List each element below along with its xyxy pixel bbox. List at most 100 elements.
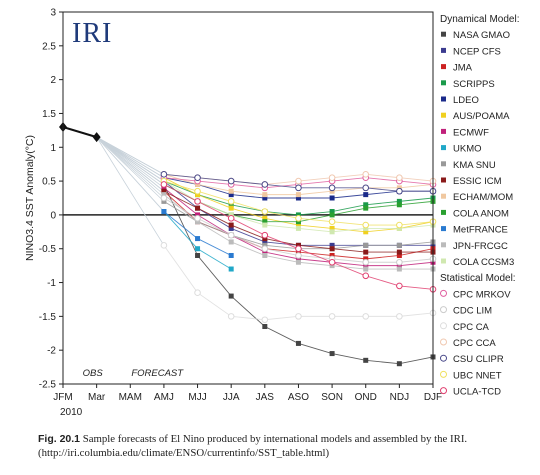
- data-point: [161, 188, 167, 194]
- caption-label: Fig. 20.1: [38, 433, 81, 445]
- data-point: [329, 252, 335, 258]
- legend-swatch: [441, 80, 446, 86]
- plume-line: [96, 136, 165, 182]
- plume-line: [96, 136, 165, 185]
- data-point: [363, 202, 369, 208]
- data-point: [328, 218, 336, 225]
- data-point: [227, 214, 235, 222]
- data-point: [363, 192, 369, 198]
- legend-entry: UCLA-TCD: [453, 387, 501, 398]
- figure-caption: Fig. 20.1 Sample forecasts of El Nino pr…: [38, 432, 538, 460]
- data-point: [161, 209, 167, 215]
- data-point: [329, 212, 335, 218]
- data-point: [262, 239, 268, 245]
- data-point: [194, 214, 201, 222]
- legend-entry: COLA ANOM: [453, 208, 509, 219]
- y-tick-label: 2.5: [42, 41, 56, 52]
- x-tick-label: SON: [321, 392, 343, 403]
- legend-entry: JPN-FRCGC: [453, 241, 508, 252]
- data-point: [195, 219, 201, 225]
- legend-entry: NCEP CFS: [453, 46, 501, 57]
- data-point: [228, 252, 234, 258]
- legend-swatch: [441, 209, 446, 215]
- data-point: [228, 192, 234, 198]
- data-point: [227, 177, 235, 185]
- data-point: [194, 174, 201, 182]
- series-metfrance: [161, 209, 234, 258]
- y-tick-label: -1.5: [39, 312, 57, 323]
- legend-entry: MetFRANCE: [453, 225, 508, 236]
- series-ubc-nnet: [160, 177, 437, 229]
- data-point: [328, 313, 336, 320]
- data-point: [396, 252, 402, 258]
- data-point: [228, 202, 234, 208]
- data-point: [396, 361, 402, 367]
- x-tick-label: NDJ: [390, 392, 409, 403]
- data-point: [262, 236, 268, 242]
- data-point: [227, 198, 235, 205]
- data-point: [262, 242, 268, 248]
- data-point: [261, 231, 269, 239]
- obs-label: OBS: [83, 368, 104, 379]
- data-point: [195, 192, 201, 198]
- y-tick-label: -2.5: [39, 380, 57, 391]
- y-axis-label: NINO3.4 SST Anomaly(°C): [24, 135, 36, 261]
- y-tick-label: -1: [47, 278, 56, 289]
- plume-line: [96, 136, 165, 195]
- data-point: [295, 242, 301, 248]
- legend-dynamical-title: Dynamical Model:: [440, 14, 519, 25]
- x-tick-label: JJA: [223, 392, 240, 403]
- year-label: 2010: [60, 407, 83, 418]
- x-tick-label: OND: [355, 392, 377, 403]
- legend-swatch: [441, 64, 446, 70]
- data-point: [329, 229, 335, 235]
- data-point: [328, 184, 336, 192]
- series-ucla-tcd: [160, 181, 437, 293]
- legend-swatch: [440, 370, 447, 378]
- iri-logo: IRI: [72, 18, 112, 49]
- data-point: [295, 259, 301, 265]
- data-point: [160, 171, 168, 178]
- data-point: [160, 181, 168, 188]
- data-point: [262, 215, 268, 221]
- legend-swatch: [441, 128, 446, 134]
- data-point: [194, 187, 201, 195]
- data-point: [295, 195, 301, 201]
- data-point: [396, 225, 402, 231]
- data-point: [363, 256, 369, 262]
- legend-entry: KMA SNU: [453, 160, 496, 171]
- data-point: [195, 181, 201, 187]
- data-point: [295, 212, 301, 218]
- data-point: [328, 174, 336, 182]
- data-point: [295, 249, 301, 255]
- data-point: [363, 225, 369, 231]
- data-point: [228, 293, 234, 299]
- y-tick-label: 1.5: [42, 109, 56, 120]
- x-tick-label: JFM: [53, 392, 72, 403]
- legend-entry: CPC MRKOV: [453, 289, 511, 300]
- x-tick-label: MAM: [119, 392, 142, 403]
- observed-line: [62, 126, 97, 139]
- data-point: [228, 266, 234, 272]
- data-point: [160, 194, 168, 202]
- y-axis-ticks: 3 2.5 2 1.5 1 0.5 0 -0.5 -1 -1.5 -2 -2.5: [39, 8, 63, 391]
- data-point: [396, 263, 402, 269]
- data-point: [396, 198, 402, 204]
- data-point: [262, 222, 268, 228]
- x-tick-label: JAS: [256, 392, 275, 403]
- data-point: [227, 231, 235, 239]
- legend-swatch: [441, 258, 446, 264]
- data-point: [363, 229, 369, 235]
- data-point: [262, 252, 268, 258]
- data-point: [228, 188, 234, 194]
- data-point: [396, 282, 403, 290]
- legend-entry: LDEO: [453, 95, 479, 106]
- data-point: [295, 340, 301, 346]
- data-point: [295, 245, 302, 253]
- legend-swatch: [440, 338, 447, 346]
- data-point: [295, 256, 301, 262]
- data-point: [228, 212, 234, 218]
- data-point: [161, 198, 167, 204]
- data-point: [227, 313, 235, 320]
- data-point: [295, 184, 302, 192]
